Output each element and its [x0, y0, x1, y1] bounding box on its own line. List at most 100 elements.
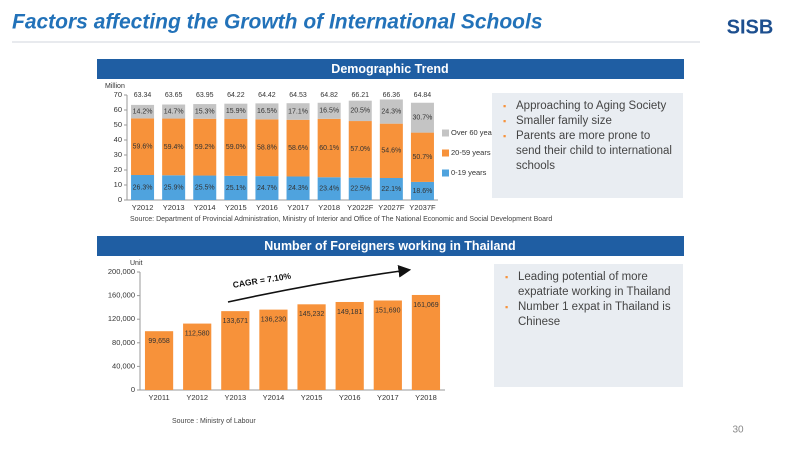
segment-label: 30.7% — [413, 115, 433, 122]
y-tick-label: 60 — [114, 105, 122, 114]
legend-swatch — [442, 149, 449, 157]
y-tick-label: 50 — [114, 120, 122, 129]
legend-label: 0-19 years — [451, 168, 487, 177]
segment-label: 54.6% — [381, 148, 401, 155]
total-label: 66.36 — [383, 92, 401, 99]
x-tick-label: Y2016 — [339, 393, 361, 402]
bar-segment — [317, 102, 341, 119]
segment-label: 26.3% — [133, 184, 153, 191]
value-label: 133,671 — [223, 318, 248, 325]
bar-segment — [286, 119, 310, 177]
x-tick-label: Y2016 — [256, 203, 278, 212]
segment-label: 57.0% — [350, 146, 370, 153]
bar-segment — [131, 118, 155, 176]
bullet-box: Approaching to Aging SocietySmaller fami… — [492, 93, 683, 198]
segment-label: 58.6% — [288, 145, 308, 152]
trend-arrow — [227, 264, 412, 303]
legend-swatch — [442, 169, 449, 177]
value-label: 99,658 — [148, 338, 170, 345]
y-axis-label: Unit — [130, 260, 143, 267]
source-note: Source : Ministry of Labour — [172, 418, 256, 425]
y-tick-label: 0 — [131, 385, 135, 394]
total-label: 63.65 — [165, 92, 183, 99]
y-tick-label: 120,000 — [108, 314, 135, 323]
bar-segment — [286, 176, 310, 200]
y-tick-label: 0 — [118, 195, 122, 204]
bullet: Number 1 expat in Thailand is Chinese — [505, 300, 675, 330]
value-label: 145,232 — [299, 311, 324, 318]
bar-segment — [255, 176, 279, 200]
segment-label: 16.5% — [319, 108, 339, 115]
segment-label: 58.8% — [257, 145, 277, 152]
y-tick-label: 70 — [114, 90, 122, 99]
segment-label: 22.1% — [381, 186, 401, 193]
source-note: Source: Department of Provincial Adminis… — [130, 216, 552, 223]
x-tick-label: Y2037F — [409, 203, 436, 212]
bar — [411, 294, 441, 390]
bar — [373, 300, 402, 390]
x-tick-label: Y2015 — [225, 203, 247, 212]
y-tick-label: 40,000 — [112, 361, 135, 370]
segment-label: 25.5% — [195, 185, 215, 192]
bullet: Leading potential of more expatriate wor… — [505, 270, 675, 300]
total-label: 64.84 — [414, 92, 432, 99]
segment-label: 24.3% — [288, 185, 308, 192]
segment-label: 59.6% — [133, 144, 153, 151]
value-label: 151,690 — [375, 307, 400, 314]
y-tick-label: 30 — [114, 150, 122, 159]
segment-label: 60.1% — [319, 145, 339, 152]
x-tick-label: Y2012 — [132, 203, 154, 212]
bar-segment — [410, 102, 434, 133]
segment-label: 15.9% — [226, 108, 246, 115]
x-tick-label: Y2011 — [148, 393, 169, 402]
bar-segment — [379, 123, 403, 179]
bar-segment — [317, 118, 341, 178]
x-tick-label: Y2018 — [318, 203, 340, 212]
x-tick-label: Y2012 — [186, 393, 208, 402]
total-label: 64.53 — [289, 92, 307, 99]
segment-label: 22.5% — [350, 186, 370, 193]
y-tick-label: 20 — [114, 165, 122, 174]
slide-title: Factors affecting the Growth of Internat… — [12, 11, 543, 34]
legend-label: Over 60 years — [451, 128, 498, 137]
bar-segment — [317, 177, 341, 200]
segment-label: 59.4% — [164, 144, 184, 151]
y-tick-label: 10 — [114, 180, 122, 189]
total-label: 63.95 — [196, 92, 214, 99]
total-label: 64.22 — [227, 92, 245, 99]
bar-segment — [224, 175, 248, 200]
value-label: 149,181 — [337, 309, 362, 316]
bar — [144, 331, 174, 390]
bullet: Approaching to Aging Society — [503, 99, 675, 114]
segment-label: 59.2% — [195, 144, 215, 151]
bullet: Smaller family size — [503, 114, 675, 129]
section-heading: Number of Foreigners working in Thailand — [264, 239, 515, 253]
segment-label: 14.7% — [164, 108, 184, 115]
bar-segment — [193, 104, 217, 119]
bar-segment — [348, 100, 372, 122]
bar-segment — [193, 175, 217, 200]
x-tick-label: Y2017 — [287, 203, 309, 212]
value-label: 112,580 — [185, 330, 210, 337]
x-tick-label: Y2013 — [224, 393, 246, 402]
bar-segment — [131, 104, 155, 119]
segment-label: 24.7% — [257, 185, 277, 192]
bar-segment — [224, 103, 248, 119]
bullet-list: Leading potential of more expatriate wor… — [504, 270, 675, 330]
x-tick-label: Y2022F — [347, 203, 374, 212]
bar — [335, 301, 364, 390]
x-tick-label: Y2014 — [263, 393, 285, 402]
bar-segment — [348, 177, 372, 200]
bar-segment — [410, 181, 434, 200]
segment-label: 59.0% — [226, 144, 246, 151]
segment-label: 17.1% — [288, 108, 308, 115]
segment-label: 50.7% — [413, 154, 433, 161]
total-label: 66.21 — [351, 92, 369, 99]
x-tick-label: Y2027F — [378, 203, 405, 212]
x-tick-label: Y2013 — [163, 203, 185, 212]
y-axis-label: Million — [105, 83, 125, 90]
segment-label: 20.5% — [350, 108, 370, 115]
bar-segment — [224, 118, 248, 176]
